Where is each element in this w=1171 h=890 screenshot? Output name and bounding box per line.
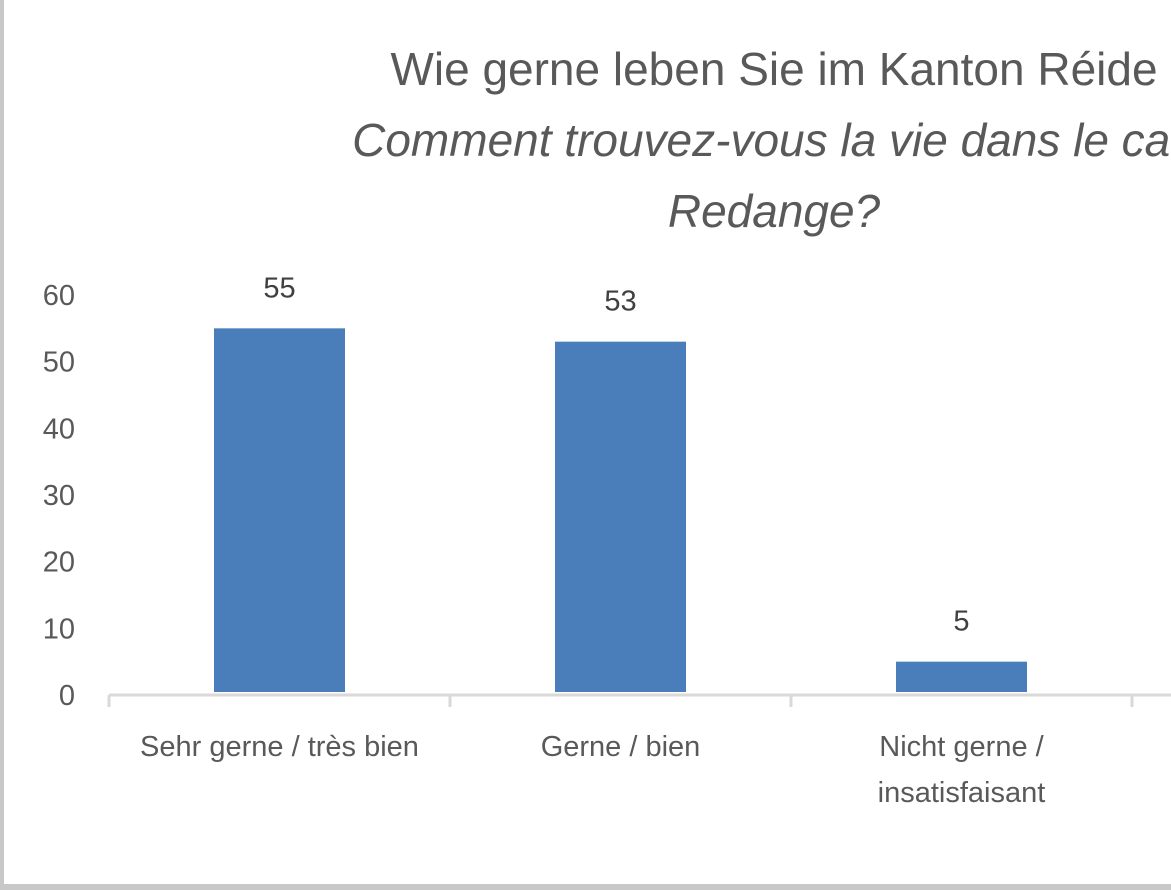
data-label: 55 — [263, 272, 295, 304]
bar — [896, 661, 1027, 692]
bar — [214, 328, 345, 692]
chart-title: Wie gerne leben Sie im Kanton Réide — [390, 43, 1158, 95]
data-label: 5 — [953, 606, 969, 638]
y-tick-label: 60 — [43, 280, 75, 312]
bar — [555, 341, 686, 692]
chart-subtitle: Comment trouvez-vous la vie dans le can — [352, 114, 1171, 166]
chart-subtitle-continued: Redange? — [667, 185, 881, 237]
y-tick-label: 0 — [59, 680, 75, 712]
y-tick-label: 50 — [43, 347, 75, 379]
y-tick-label: 30 — [43, 480, 75, 512]
x-category-label: Gerne / bien — [541, 731, 701, 763]
bar-chart: 0 10 20 30 40 50 60 55 Sehr gerne / très bien 53 G… — [43, 272, 1171, 809]
x-category-label: Nicht gerne / — [879, 731, 1044, 763]
x-category-label: insatisfaisant — [878, 777, 1046, 809]
y-tick-label: 10 — [43, 613, 75, 645]
data-label: 53 — [604, 286, 636, 318]
y-tick-label: 40 — [43, 413, 75, 445]
y-tick-label: 20 — [43, 547, 75, 579]
x-category-label: Sehr gerne / très bien — [140, 731, 419, 763]
